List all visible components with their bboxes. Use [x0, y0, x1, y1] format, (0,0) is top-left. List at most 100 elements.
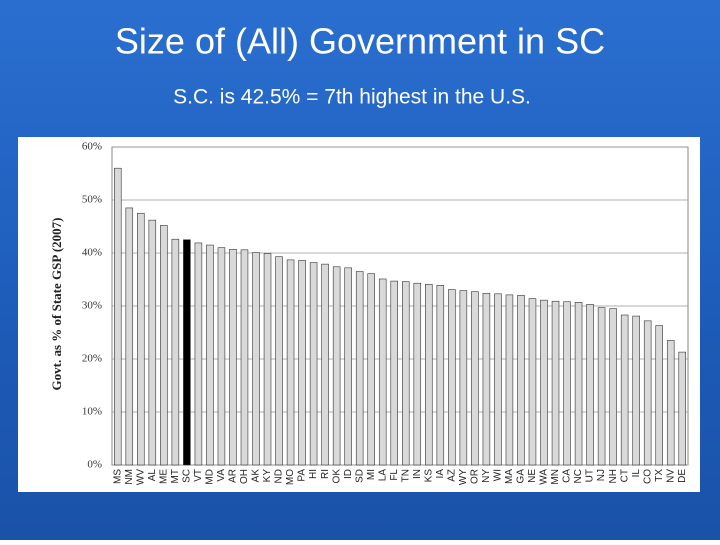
chart-title: Size of (All) Government in SC — [115, 21, 605, 62]
bar — [666, 340, 675, 466]
bar — [517, 295, 525, 466]
chart-subtitle: S.C. is 42.5% = 7th highest in the U.S. — [173, 86, 531, 109]
bar — [240, 249, 249, 466]
bar — [286, 259, 295, 466]
bar — [643, 320, 652, 466]
x-tick-label: MO — [285, 469, 296, 485]
bar — [494, 293, 502, 466]
bar — [678, 351, 686, 466]
bar — [540, 299, 548, 466]
y-tick-label: 20% — [82, 353, 102, 365]
bar — [252, 252, 260, 466]
x-tick-label: NC — [573, 469, 584, 483]
bar — [148, 219, 157, 466]
x-tick-label: SC — [182, 469, 193, 483]
bar — [367, 273, 375, 466]
y-axis-title: Govt. as % of State GSP (2007) — [49, 218, 64, 391]
bar — [183, 239, 191, 466]
bar — [275, 256, 283, 466]
x-tick-label: HI — [308, 469, 319, 479]
bar — [655, 325, 663, 466]
bar — [390, 280, 398, 466]
x-tick-label: TN — [400, 469, 411, 482]
bar — [448, 289, 456, 466]
x-tick-label: SD — [354, 469, 365, 483]
bar — [586, 304, 594, 466]
bar — [413, 282, 422, 466]
x-tick-label: MN — [550, 469, 561, 485]
bar — [459, 290, 468, 466]
bar — [217, 247, 226, 466]
bar — [482, 292, 491, 466]
bar — [632, 315, 640, 466]
x-tick-label: LA — [377, 469, 388, 482]
bar — [505, 294, 514, 466]
bar — [378, 278, 387, 466]
bar — [551, 300, 560, 466]
bar — [344, 267, 352, 466]
bar — [160, 225, 168, 466]
x-tick-label: NV — [665, 469, 676, 483]
x-tick-label: IA — [435, 469, 446, 479]
x-tick-label: ND — [274, 469, 285, 483]
x-tick-label: NH — [608, 469, 619, 483]
x-tick-label: AR — [228, 469, 239, 483]
x-tick-label: GA — [516, 469, 527, 484]
bar — [171, 238, 180, 466]
bar — [229, 248, 237, 466]
x-tick-label: OK — [331, 469, 342, 484]
x-tick-label: FL — [389, 469, 400, 481]
bar — [574, 301, 583, 466]
x-tick-label: ME — [158, 469, 169, 484]
y-tick-label: 50% — [82, 194, 102, 206]
x-tick-label: VT — [193, 469, 204, 482]
x-tick-label: KS — [423, 469, 434, 483]
x-tick-label: PA — [297, 469, 308, 482]
x-tick-label: OR — [470, 469, 481, 484]
bar — [402, 281, 410, 466]
x-tick-label: CA — [562, 469, 573, 483]
x-tick-label: NM — [124, 469, 135, 485]
x-tick-label: TX — [654, 469, 665, 482]
bar — [425, 283, 433, 466]
bar — [114, 167, 122, 466]
x-tick-label: CT — [619, 469, 630, 482]
y-tick-label: 40% — [82, 247, 102, 259]
x-tick-label: VA — [216, 469, 227, 482]
bar — [620, 314, 629, 466]
bar — [528, 298, 537, 466]
bar — [332, 266, 341, 466]
x-tick-label: WV — [135, 469, 146, 485]
x-tick-label: UT — [585, 469, 596, 482]
x-tick-label: WA — [539, 469, 550, 485]
bar — [298, 260, 306, 466]
bar — [137, 212, 145, 466]
bar — [309, 262, 318, 466]
y-tick-label: 0% — [87, 459, 102, 471]
bar — [355, 271, 364, 466]
x-tick-label: MI — [366, 469, 377, 480]
x-tick-label: AL — [147, 469, 158, 482]
bar — [597, 307, 606, 466]
x-tick-label: CO — [642, 469, 653, 484]
bar — [563, 301, 571, 466]
x-tick-label: KY — [262, 469, 273, 483]
x-tick-label: NJ — [596, 469, 607, 481]
y-tick-label: 10% — [82, 406, 102, 418]
bar — [206, 244, 214, 466]
bar — [436, 285, 445, 466]
bar — [609, 308, 617, 466]
x-tick-label: WY — [458, 469, 469, 485]
x-tick-label: ID — [343, 469, 354, 479]
x-tick-label: IL — [631, 469, 642, 478]
x-tick-label: RI — [320, 469, 331, 479]
x-tick-label: IN — [412, 469, 423, 479]
bar — [125, 207, 134, 466]
x-tick-label: MD — [205, 469, 216, 485]
bar — [263, 253, 272, 466]
x-tick-label: AZ — [446, 469, 457, 482]
x-tick-label: OH — [239, 469, 250, 484]
bar — [321, 263, 329, 466]
